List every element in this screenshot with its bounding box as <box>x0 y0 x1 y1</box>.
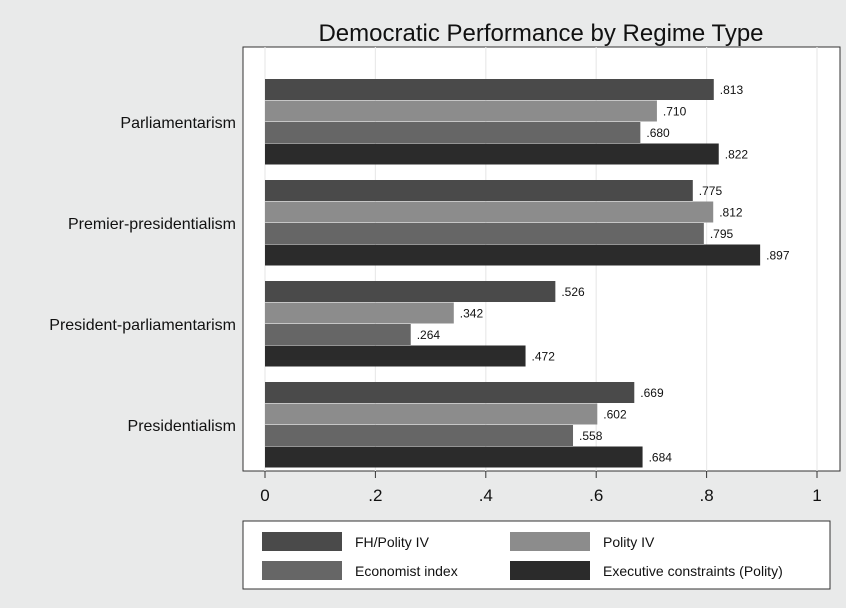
bar <box>265 382 635 403</box>
bar <box>265 201 714 223</box>
data-label: .812 <box>719 205 743 219</box>
bar <box>265 403 598 425</box>
bar <box>265 324 411 345</box>
bar <box>265 425 574 446</box>
data-label: .822 <box>725 147 749 161</box>
x-tick-label: .2 <box>368 486 382 505</box>
chart-title: Democratic Performance by Regime Type <box>318 20 763 47</box>
x-tick-label: .4 <box>479 486 493 505</box>
data-label: .710 <box>663 104 687 118</box>
data-label: .342 <box>460 306 484 320</box>
legend-swatch <box>510 561 590 580</box>
data-label: .602 <box>603 407 627 421</box>
data-label: .684 <box>649 450 673 464</box>
x-tick-label: 0 <box>260 486 269 505</box>
x-tick-label: 1 <box>812 486 821 505</box>
data-label: .680 <box>646 126 670 140</box>
category-labels: Parliamentarism Premier-presidentialism Pr… <box>49 115 236 435</box>
data-label: .775 <box>699 184 723 198</box>
category-label: President-parliamentarism <box>49 317 236 334</box>
x-tick-label: .6 <box>589 486 603 505</box>
bar <box>265 302 454 324</box>
legend-label: Executive constraints (Polity) <box>603 563 783 579</box>
data-label: .472 <box>532 349 556 363</box>
legend-swatch <box>262 561 342 580</box>
x-tick-label: .8 <box>700 486 714 505</box>
bar <box>265 345 526 367</box>
category-label: Parliamentarism <box>120 115 236 132</box>
category-label: Presidentialism <box>128 418 236 435</box>
legend-swatch <box>510 532 590 551</box>
data-label: .558 <box>579 429 603 443</box>
data-label: .526 <box>561 285 585 299</box>
data-label: .813 <box>720 83 744 97</box>
legend-label: Economist index <box>355 563 458 579</box>
bar <box>265 122 641 143</box>
legend-label: Polity IV <box>603 534 655 550</box>
bar <box>265 446 643 468</box>
bar <box>265 180 693 201</box>
bar <box>265 143 719 165</box>
data-label: .264 <box>417 328 441 342</box>
bar <box>265 79 714 100</box>
legend-swatch <box>262 532 342 551</box>
legend-label: FH/Polity IV <box>355 534 430 550</box>
data-label: .795 <box>710 227 734 241</box>
data-label: .897 <box>766 248 790 262</box>
legend: FH/Polity IV Polity IV Economist index Exec… <box>242 520 831 590</box>
data-label: .669 <box>640 386 664 400</box>
bar <box>265 281 556 302</box>
bar <box>265 100 657 122</box>
bar <box>265 244 761 266</box>
category-label: Premier-presidentialism <box>68 216 236 233</box>
x-axis: 0 .2 .4 .6 .8 1 <box>260 471 822 505</box>
bars: .813 .710 .680 .822 .775 .812 .795 .897 .526 .342… <box>265 79 790 468</box>
bar <box>265 223 704 244</box>
